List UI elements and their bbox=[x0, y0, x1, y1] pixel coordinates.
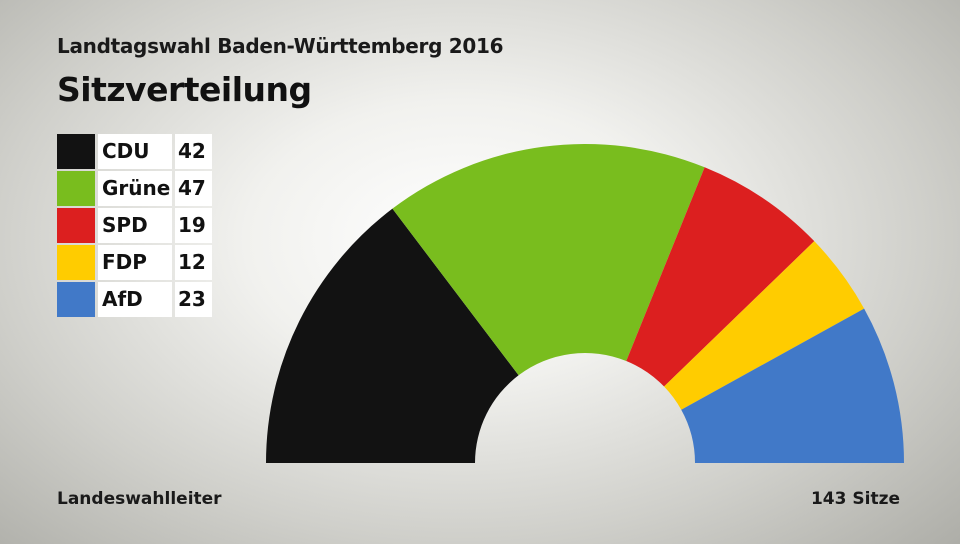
seat-segment-spd bbox=[626, 167, 815, 387]
legend-swatch-fdp bbox=[57, 245, 95, 280]
legend-seats-afd: 23 bbox=[175, 282, 212, 317]
legend-party-fdp: FDP bbox=[98, 245, 172, 280]
chart-subtitle: Landtagswahl Baden-Württemberg 2016 bbox=[57, 34, 504, 58]
legend-swatch-gruene bbox=[57, 171, 95, 206]
seat-segment-gruene bbox=[392, 144, 705, 376]
legend-swatch-spd bbox=[57, 208, 95, 243]
legend-seats-cdu: 42 bbox=[175, 134, 212, 169]
legend-row-afd: AfD 23 bbox=[57, 282, 212, 317]
total-seats-label: 143 Sitze bbox=[810, 489, 900, 509]
seat-segment-cdu bbox=[266, 208, 519, 463]
legend-row-cdu: CDU 42 bbox=[57, 134, 212, 169]
legend-party-gruene: Grüne bbox=[98, 171, 172, 206]
source-label: Landeswahlleiter bbox=[57, 489, 222, 509]
legend-party-cdu: CDU bbox=[98, 134, 172, 169]
legend-swatch-afd bbox=[57, 282, 95, 317]
legend-swatch-cdu bbox=[57, 134, 95, 169]
legend-party-spd: SPD bbox=[98, 208, 172, 243]
legend-party-afd: AfD bbox=[98, 282, 172, 317]
chart-title: Sitzverteilung bbox=[57, 70, 312, 109]
seat-segment-fdp bbox=[664, 241, 865, 410]
legend: CDU 42 Grüne 47 SPD 19 FDP 12 AfD 23 bbox=[57, 134, 212, 319]
legend-row-gruene: Grüne 47 bbox=[57, 171, 212, 206]
legend-seats-spd: 19 bbox=[175, 208, 212, 243]
seat-segment-afd bbox=[681, 308, 904, 463]
legend-seats-fdp: 12 bbox=[175, 245, 212, 280]
legend-row-spd: SPD 19 bbox=[57, 208, 212, 243]
legend-row-fdp: FDP 12 bbox=[57, 245, 212, 280]
legend-seats-gruene: 47 bbox=[175, 171, 212, 206]
